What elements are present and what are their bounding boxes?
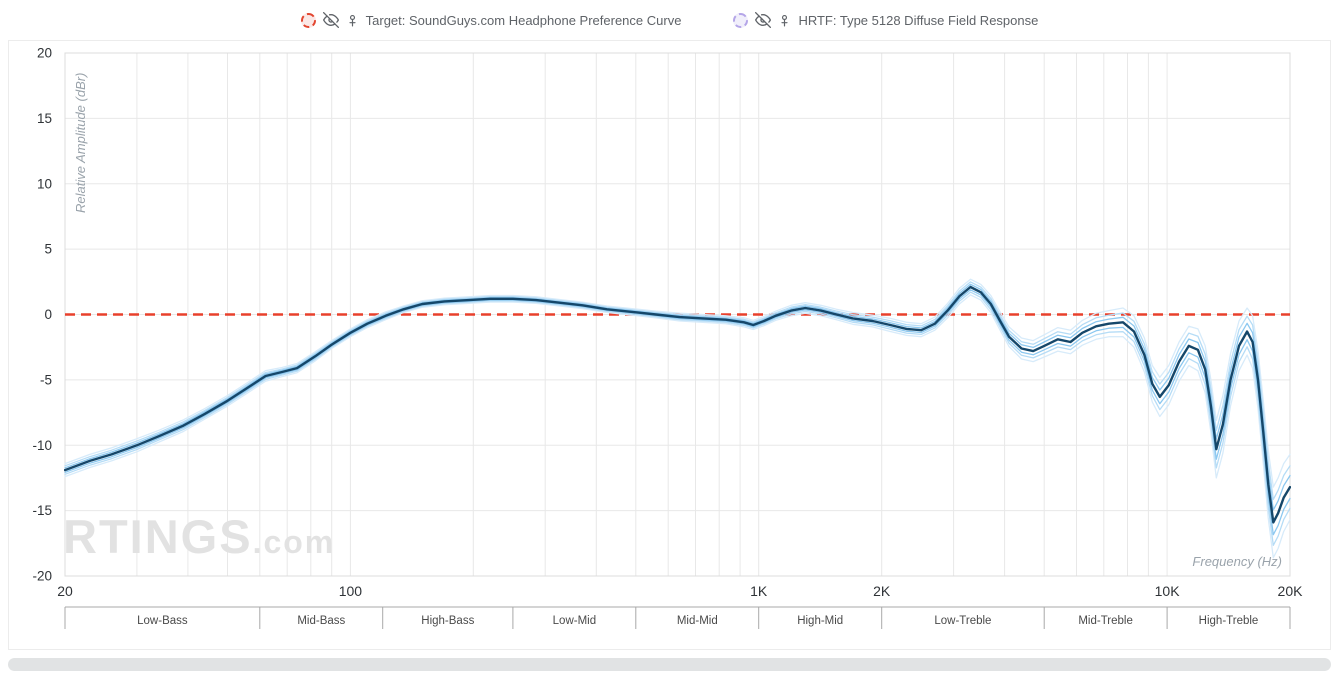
band-label: High-Treble bbox=[1199, 615, 1259, 627]
band-label: Low-Mid bbox=[553, 615, 596, 627]
pin-icon[interactable] bbox=[346, 13, 359, 28]
y-tick-label: -10 bbox=[32, 438, 52, 453]
legend-item-label: Target: SoundGuys.com Headphone Preferen… bbox=[365, 12, 682, 28]
legend-item-hrtf[interactable]: HRTF: Type 5128 Diffuse Field Response bbox=[733, 12, 1038, 28]
response-curve bbox=[64, 285, 1291, 524]
target-swatch-icon bbox=[300, 12, 316, 28]
response-curve-variant bbox=[64, 291, 1291, 546]
response-curve-variant bbox=[64, 294, 1291, 559]
y-axis-title: Relative Amplitude (dBr) bbox=[73, 73, 88, 213]
series-group bbox=[64, 278, 1291, 559]
y-tick-label: 5 bbox=[44, 242, 52, 257]
x-tick-label: 2K bbox=[873, 583, 891, 599]
legend-item-target[interactable]: Target: SoundGuys.com Headphone Preferen… bbox=[300, 12, 682, 28]
x-tick-label: 100 bbox=[339, 583, 363, 599]
response-curve-variant bbox=[64, 283, 1291, 511]
frequency-response-chart: RTINGS.com 20 15 10 5 0 -5 -10 -15 -20 20 100 1K 2K 10… bbox=[8, 40, 1331, 650]
pin-icon[interactable] bbox=[778, 13, 791, 28]
response-curve-variant bbox=[64, 281, 1291, 501]
y-tick-label: 0 bbox=[44, 307, 52, 322]
hrtf-swatch-icon bbox=[733, 12, 749, 28]
y-tick-label: -15 bbox=[32, 503, 52, 518]
y-tick-label: 15 bbox=[37, 111, 52, 126]
x-tick-label: 10K bbox=[1155, 583, 1181, 599]
x-tick-label: 20K bbox=[1278, 583, 1304, 599]
x-tick-label: 1K bbox=[750, 583, 768, 599]
watermark-text: RTINGS.com bbox=[63, 510, 335, 563]
band-label: Low-Treble bbox=[934, 615, 991, 627]
response-curve-variant bbox=[64, 289, 1291, 536]
legend-item-label: HRTF: Type 5128 Diffuse Field Response bbox=[798, 12, 1039, 28]
band-label: Low-Bass bbox=[137, 615, 188, 627]
y-tick-label: -5 bbox=[40, 372, 52, 387]
band-label: High-Mid bbox=[797, 615, 843, 627]
band-label: Mid-Treble bbox=[1078, 615, 1133, 627]
band-label: High-Bass bbox=[421, 615, 474, 627]
y-tick-label: 20 bbox=[37, 46, 52, 61]
y-tick-label: -20 bbox=[32, 569, 52, 584]
chart-canvas: RTINGS.com 20 15 10 5 0 -5 -10 -15 -20 20 100 1K 2K 10… bbox=[32, 46, 1304, 629]
x-axis-title: Frequency (Hz) bbox=[1192, 554, 1282, 569]
response-curve-variant bbox=[64, 278, 1291, 488]
eye-off-icon[interactable] bbox=[322, 12, 339, 28]
y-tick-label: 10 bbox=[37, 176, 52, 191]
chart-legend: Target: SoundGuys.com Headphone Preferen… bbox=[0, 0, 1339, 40]
eye-off-icon[interactable] bbox=[755, 12, 772, 28]
band-label: Mid-Bass bbox=[297, 615, 345, 627]
bottom-scrollbar[interactable] bbox=[8, 658, 1331, 671]
x-tick-label: 20 bbox=[57, 583, 73, 599]
band-label: Mid-Mid bbox=[677, 615, 718, 627]
